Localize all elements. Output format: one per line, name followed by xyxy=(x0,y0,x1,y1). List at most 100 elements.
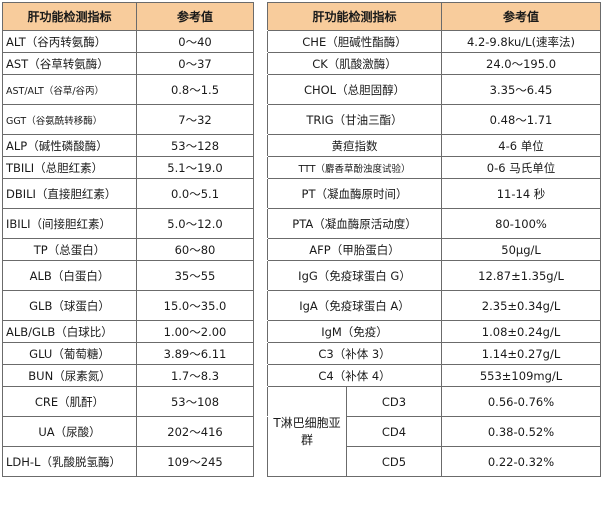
left-indicator-name: DBILI（直接胆红素） xyxy=(2,178,137,209)
table-row: ALP（碱性磷酸酶） 53～128 黄疸指数 4-6 单位 xyxy=(2,134,602,157)
left-indicator-name: ALB（白蛋白） xyxy=(2,260,137,291)
left-reference-value: 0.0～5.1 xyxy=(136,178,254,209)
lymphocyte-subset-value: 0.56-0.76% xyxy=(441,386,602,417)
right-reference-value: 0.48～1.71 xyxy=(441,104,602,135)
right-indicator-name: PT（凝血酶原时间） xyxy=(266,178,443,209)
lymphocyte-subset-value: 0.38-0.52% xyxy=(441,416,602,447)
table-row: GGT（谷氨酰转移酶） 7～32 TRIG（甘油三酯） 0.48～1.71 xyxy=(2,104,602,135)
right-reference-value: 3.35～6.45 xyxy=(441,74,602,105)
left-reference-value: 1.7～8.3 xyxy=(136,364,254,387)
right-indicator-name: IgM（免疫） xyxy=(266,320,443,343)
table-row: CRE（肌酐） 53～108 T淋巴细胞亚群 CD3 0.56-0.76% xyxy=(2,386,602,477)
left-reference-value: 53～128 xyxy=(136,134,254,157)
left-indicator-name: ALP（碱性磷酸酶） xyxy=(2,134,137,157)
column-separator xyxy=(253,30,268,53)
right-indicator-name: TRIG（甘油三酯） xyxy=(266,104,443,135)
left-reference-value: 3.89～6.11 xyxy=(136,342,254,365)
right-indicator-name: PTA（凝血酶原活动度） xyxy=(266,208,443,239)
left-indicator-name: GLU（葡萄糖） xyxy=(2,342,137,365)
column-separator xyxy=(253,156,268,179)
table-row: GLB（球蛋白） 15.0～35.0 IgA（免疫球蛋白 A） 2.35±0.3… xyxy=(2,290,602,321)
right-indicator-name: CHE（胆碱性酯酶） xyxy=(266,30,443,53)
left-reference-value: 7～32 xyxy=(136,104,254,135)
right-reference-value: 0-6 马氏单位 xyxy=(441,156,602,179)
right-reference-header: 参考值 xyxy=(441,2,602,31)
lymphocyte-subset-value: 0.22-0.32% xyxy=(441,446,602,477)
column-separator xyxy=(253,104,268,135)
column-separator xyxy=(253,208,268,239)
column-separator xyxy=(253,386,268,417)
column-separator xyxy=(253,416,268,447)
left-indicator-name: BUN（尿素氮） xyxy=(2,364,137,387)
column-separator xyxy=(253,364,268,387)
left-indicator-header: 肝功能检测指标 xyxy=(2,2,137,31)
right-reference-value: 2.35±0.34g/L xyxy=(441,290,602,321)
left-reference-value: 60～80 xyxy=(136,238,254,261)
left-indicator-name: CRE（肌酐） xyxy=(2,386,137,417)
lymphocyte-subset-name: CD3 xyxy=(345,386,443,417)
left-reference-value: 202～416 xyxy=(136,416,254,447)
column-separator xyxy=(253,52,268,75)
left-reference-value: 0～37 xyxy=(136,52,254,75)
right-reference-value: 4.2-9.8ku/L(速率法) xyxy=(441,30,602,53)
left-reference-value: 53～108 xyxy=(136,386,254,417)
left-indicator-name: GGT（谷氨酰转移酶） xyxy=(2,104,137,135)
left-indicator-name: LDH-L（乳酸脱氢酶） xyxy=(2,446,137,477)
right-indicator-header: 肝功能检测指标 xyxy=(266,2,443,31)
right-indicator-name: C4（补体 4） xyxy=(266,364,443,387)
right-indicator-name: TTT（麝香草酚浊度试验） xyxy=(266,156,443,179)
right-reference-value: 11-14 秒 xyxy=(441,178,602,209)
table-row: AST（谷草转氨酶） 0～37 CK（肌酸激酶） 24.0～195.0 xyxy=(2,52,602,75)
left-reference-value: 35～55 xyxy=(136,260,254,291)
left-indicator-name: GLB（球蛋白） xyxy=(2,290,137,321)
table-row: ALB/GLB（白球比） 1.00～2.00 IgM（免疫） 1.08±0.24… xyxy=(2,320,602,343)
column-separator xyxy=(253,2,268,31)
table-row: ALT（谷丙转氨酶） 0～40 CHE（胆碱性酯酶） 4.2-9.8ku/L(速… xyxy=(2,30,602,53)
left-indicator-name: IBILI（间接胆红素） xyxy=(2,208,137,239)
column-separator xyxy=(253,446,268,477)
lymphocyte-subset-label: T淋巴细胞亚群 xyxy=(267,386,347,477)
left-reference-value: 15.0～35.0 xyxy=(136,290,254,321)
table-row: BUN（尿素氮） 1.7～8.3 C4（补体 4） 553±109mg/L xyxy=(2,364,602,387)
column-separator xyxy=(253,74,268,105)
right-reference-value: 50μg/L xyxy=(441,238,602,261)
left-reference-value: 0.8～1.5 xyxy=(136,74,254,105)
header-row: 肝功能检测指标 参考值 肝功能检测指标 参考值 xyxy=(2,2,602,31)
right-reference-value: 4-6 单位 xyxy=(441,134,602,157)
column-separator xyxy=(253,134,268,157)
right-indicator-name: AFP（甲胎蛋白） xyxy=(266,238,443,261)
right-indicator-name: 黄疸指数 xyxy=(266,134,443,157)
left-indicator-name: AST（谷草转氨酶） xyxy=(2,52,137,75)
left-indicator-name: ALB/GLB（白球比） xyxy=(2,320,137,343)
column-separator xyxy=(253,260,268,291)
right-reference-value: 12.87±1.35g/L xyxy=(441,260,602,291)
column-separator xyxy=(253,290,268,321)
right-reference-value: 80-100% xyxy=(441,208,602,239)
lymphocyte-subset-name: CD4 xyxy=(345,416,443,447)
right-reference-value: 24.0～195.0 xyxy=(441,52,602,75)
left-indicator-name: ALT（谷丙转氨酶） xyxy=(2,30,137,53)
left-reference-value: 109～245 xyxy=(136,446,254,477)
left-reference-header: 参考值 xyxy=(136,2,254,31)
column-separator xyxy=(253,320,268,343)
table-row: LDH-L（乳酸脱氢酶） 109～245 CD5 0.22-0.32% xyxy=(2,446,602,477)
column-separator xyxy=(253,342,268,365)
right-reference-value: 1.14±0.27g/L xyxy=(441,342,602,365)
table-row: TP（总蛋白） 60～80 AFP（甲胎蛋白） 50μg/L xyxy=(2,238,602,261)
right-indicator-name: CHOL（总胆固醇） xyxy=(266,74,443,105)
right-reference-value: 553±109mg/L xyxy=(441,364,602,387)
left-reference-value: 1.00～2.00 xyxy=(136,320,254,343)
table-row: AST/ALT（谷草/谷丙） 0.8～1.5 CHOL（总胆固醇） 3.35～6… xyxy=(2,74,602,105)
table-row: DBILI（直接胆红素） 0.0～5.1 PT（凝血酶原时间） 11-14 秒 xyxy=(2,178,602,209)
left-reference-value: 5.1～19.0 xyxy=(136,156,254,179)
table-row: IBILI（间接胆红素） 5.0～12.0 PTA（凝血酶原活动度） 80-10… xyxy=(2,208,602,239)
liver-function-reference-table: 肝功能检测指标 参考值 肝功能检测指标 参考值 ALT（谷丙转氨酶） 0～40 … xyxy=(2,2,602,477)
right-indicator-name: IgG（免疫球蛋白 G） xyxy=(266,260,443,291)
column-separator xyxy=(253,178,268,209)
lymphocyte-subset-name: CD5 xyxy=(345,446,443,477)
left-indicator-name: TP（总蛋白） xyxy=(2,238,137,261)
right-indicator-name: IgA（免疫球蛋白 A） xyxy=(266,290,443,321)
table-row: ALB（白蛋白） 35～55 IgG（免疫球蛋白 G） 12.87±1.35g/… xyxy=(2,260,602,291)
column-separator xyxy=(253,238,268,261)
